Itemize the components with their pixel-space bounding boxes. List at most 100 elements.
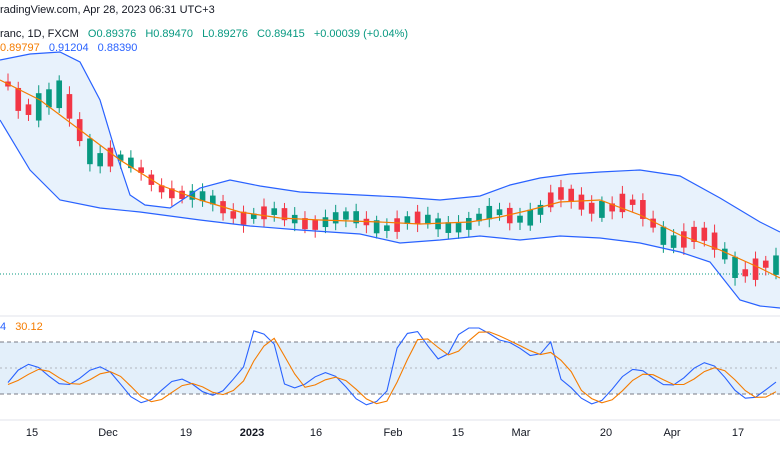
candle-body [506,207,513,224]
bb-basis-value: 0.89797 [0,42,40,54]
candle-body [558,187,564,200]
candle-body [486,205,493,220]
time-axis-tick: 15 [25,427,39,439]
time-axis-tick: 20 [599,427,613,439]
candle-body [66,94,73,119]
candle-body [240,211,247,225]
candle-body [384,225,390,231]
candle-body [681,231,687,248]
candle-body [732,256,738,278]
candle-body [199,191,206,202]
candle-body [332,212,339,224]
candle-body [640,200,646,219]
candle-body [15,87,22,111]
candle-body [588,202,595,214]
candle-body [691,226,697,242]
candle-body [128,157,134,169]
candle-body [56,80,63,109]
candle-body [97,153,103,167]
ohlc-close: C0.89415 [257,28,305,40]
candle-body [721,248,728,260]
candle-body [414,211,421,225]
oscillator-legend[interactable]: 4 30.12 [0,321,49,333]
candle-body [629,199,636,205]
osc-k-value: 4 [0,321,7,333]
candle-body [568,188,575,202]
ohlc-change: +0.00039 (+0.04%) [313,28,409,40]
bollinger-basis-line [0,79,780,279]
osc-d-value: 30.12 [15,321,43,333]
time-axis-tick: Dec [98,427,118,439]
time-axis-tick: Feb [383,427,403,439]
chart-source-line: radingView.com, Apr 28, 2023 06:31 UTC+3 [0,4,221,16]
time-axis-tick: 2023 [239,427,265,439]
candle-body [261,206,267,220]
candle-body [169,188,175,199]
ohlc-low: L0.89276 [202,28,248,40]
ohlc-high: H0.89470 [145,28,194,40]
time-axis-tick: 16 [309,427,323,439]
candle-body [312,219,319,230]
candle-body [711,232,718,250]
candle-body [322,217,329,228]
time-axis-tick: Mar [511,427,531,439]
candle-body [394,218,400,232]
candle-body [425,214,431,225]
candle-body [465,217,472,230]
candle-body [701,227,708,241]
candle-body [209,195,216,205]
candle-body [117,154,124,161]
candle-body [496,209,503,216]
chart-legend-main: ranc, 1D, FXCM O0.89376 H0.89470 L0.8927… [0,28,414,40]
candle-body [578,194,585,210]
bollinger-lower-line [0,119,780,309]
candle-body [230,211,237,219]
candle-body [455,223,462,233]
candle-body [527,209,534,226]
candle-body [158,185,165,193]
bb-lower-value: 0.88390 [97,42,138,54]
candle-body [179,190,185,199]
candle-body [445,222,452,233]
bollinger-band-fill [0,52,780,308]
time-axis-tick: 17 [731,427,745,439]
bollinger-legend[interactable]: 0.89797 0.91204 0.88390 [0,42,143,54]
candle-body [373,220,380,234]
candle-body [537,204,544,215]
candle-body [343,211,349,220]
candle-body [670,235,677,248]
candle-body [660,226,667,245]
candle-body [517,215,523,223]
candle-body [599,200,605,218]
time-axis-tick: 19 [179,427,193,439]
candle-body [281,208,288,221]
candle-body [189,190,196,200]
candle-body [650,218,656,228]
candle-body [250,213,257,219]
source-text: radingView.com, Apr 28, 2023 06:31 UTC+3 [0,4,215,16]
candle-body [46,89,52,108]
candle-body [271,208,278,215]
oscillator-d-line [7,331,777,405]
candle-body [742,269,749,277]
candle-body [609,203,615,212]
time-axis-tick: Apr [663,427,681,439]
time-axis-tick: 15 [451,427,465,439]
candle-body [762,260,769,268]
candle-body [353,211,359,224]
candle-body [547,192,554,208]
candle-body [87,138,93,165]
candle-body [25,104,32,115]
candle-body [138,167,144,173]
candle-body [752,258,759,280]
candle-body [404,216,411,225]
ohlc-open: O0.89376 [87,28,137,40]
bb-upper-value: 0.91204 [48,42,89,54]
bollinger-upper-line [0,51,780,233]
symbol-label[interactable]: ranc, 1D, FXCM [0,28,79,40]
candle-body [476,213,482,222]
candle-body [107,147,114,167]
candle-body [619,193,626,213]
candle-body [35,93,42,121]
